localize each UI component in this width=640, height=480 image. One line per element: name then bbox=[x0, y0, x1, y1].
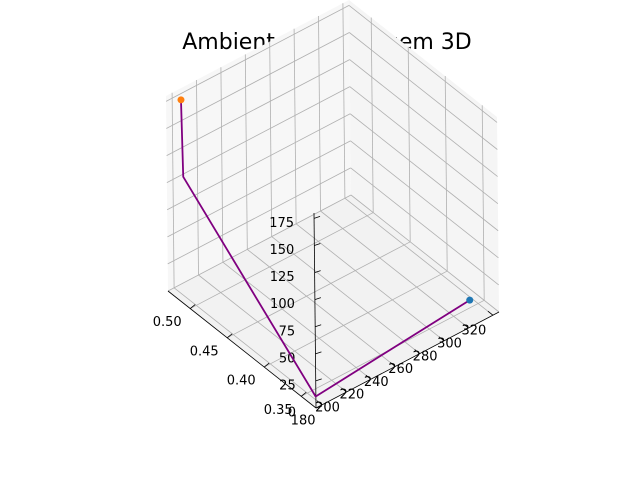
x-tick-mark bbox=[390, 362, 396, 367]
z-tick-mark bbox=[314, 270, 321, 273]
x-tick-label: 220 bbox=[339, 388, 364, 403]
z-tick-mark bbox=[315, 378, 322, 382]
grid-line-x-floor bbox=[222, 261, 372, 380]
y-tick-mark bbox=[189, 304, 196, 309]
x-tick-label: 240 bbox=[364, 375, 389, 390]
z-tick-mark bbox=[313, 216, 321, 219]
grid-line-y-floor bbox=[227, 241, 411, 339]
grid-line-x-floor bbox=[247, 249, 396, 367]
x-tick-mark bbox=[414, 349, 420, 354]
z-tick-label: 150 bbox=[270, 243, 295, 258]
z-tick-label: 75 bbox=[279, 324, 296, 339]
grid-line-z-back bbox=[166, 32, 350, 129]
x-tick-label: 260 bbox=[388, 362, 413, 377]
grid-line-z-back bbox=[166, 59, 350, 156]
grid-line-z-right bbox=[348, 5, 498, 123]
back-wall-pane bbox=[166, 0, 351, 291]
grid-line-z-right bbox=[350, 140, 499, 259]
x-tick-label: 320 bbox=[461, 324, 486, 339]
y-axis-line bbox=[167, 290, 317, 409]
z-tick-mark bbox=[315, 351, 322, 355]
grid-line-z-right bbox=[350, 167, 499, 286]
z-tick-mark bbox=[315, 405, 323, 409]
grid-line-z-back bbox=[167, 194, 352, 292]
grid-lines bbox=[165, 3, 500, 406]
x-tick-label: 200 bbox=[315, 401, 340, 416]
grid-line-z-right bbox=[349, 86, 499, 204]
grid-line-x-floor bbox=[295, 223, 445, 342]
y-tick-mark bbox=[263, 362, 270, 368]
grid-line-y-floor bbox=[190, 212, 374, 309]
y-tick-mark bbox=[226, 333, 233, 339]
x-tick-mark bbox=[341, 387, 347, 393]
x-tick-label: 180 bbox=[291, 413, 316, 428]
grid-line-z-back bbox=[166, 113, 351, 211]
grid-line-x-floor bbox=[320, 210, 469, 329]
x-tick-mark bbox=[463, 323, 469, 329]
end-point-marker bbox=[177, 96, 185, 104]
grid-line-z-right bbox=[350, 194, 500, 313]
grid-line-z-right bbox=[349, 113, 499, 232]
series-line bbox=[180, 99, 471, 398]
grid-line-z-right bbox=[349, 32, 498, 150]
x-tick-label: 300 bbox=[437, 337, 462, 352]
floor-pane bbox=[168, 195, 499, 408]
grid-line-z-back bbox=[165, 5, 350, 102]
z-tick-label: 125 bbox=[270, 270, 295, 285]
y-tick-label: 0.35 bbox=[264, 403, 293, 418]
z-tick-label: 175 bbox=[269, 216, 294, 231]
grid-line-x-floor bbox=[344, 197, 494, 316]
grid-line-z-right bbox=[349, 59, 498, 177]
y-tick-label: 0.50 bbox=[153, 315, 182, 330]
grid-line-z-back bbox=[167, 140, 351, 238]
grid-line-x-floor bbox=[271, 236, 420, 354]
grid-line-x-floor bbox=[173, 287, 323, 406]
y-tick-label: 0.40 bbox=[227, 374, 256, 389]
z-tick-mark bbox=[315, 324, 322, 328]
z-tick-label: 0 bbox=[288, 406, 296, 421]
x-tick-mark bbox=[438, 336, 445, 342]
y-tick-label: 0.45 bbox=[190, 344, 219, 359]
x-tick-mark bbox=[316, 400, 323, 406]
y-tick-mark bbox=[300, 391, 307, 397]
right-wall-pane bbox=[349, 0, 499, 312]
x-tick-label: 280 bbox=[413, 349, 438, 364]
z-tick-mark bbox=[314, 297, 322, 301]
data-series bbox=[177, 96, 474, 398]
grid-line-z-back bbox=[166, 86, 351, 184]
grid-line-y-floor bbox=[264, 270, 448, 368]
axis-panes bbox=[166, 0, 499, 408]
z-tick-mark bbox=[314, 243, 321, 246]
z-tick-label: 100 bbox=[270, 297, 295, 312]
start-point-marker bbox=[466, 296, 474, 304]
x-tick-mark bbox=[365, 374, 372, 380]
grid-line-z-back bbox=[167, 167, 351, 265]
grid-line-x-floor bbox=[198, 274, 347, 393]
x-tick-mark bbox=[487, 310, 494, 316]
z-tick-label: 25 bbox=[279, 378, 296, 393]
